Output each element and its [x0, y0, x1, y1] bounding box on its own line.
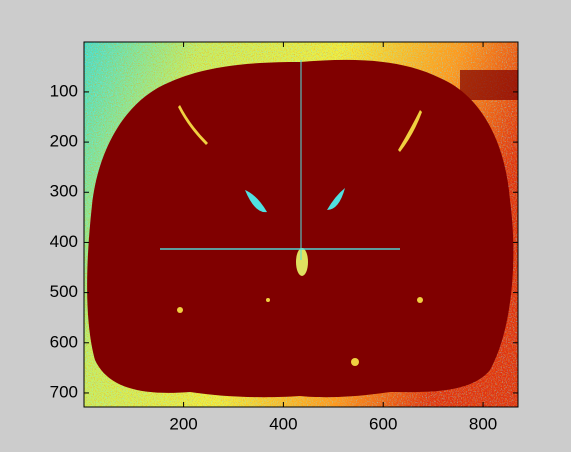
y-tick-label: 300	[50, 182, 78, 201]
x-tick-label: 600	[369, 414, 397, 433]
image	[84, 42, 518, 407]
y-tick-label: 700	[50, 382, 78, 401]
y-tick-label: 200	[50, 132, 78, 151]
y-tick-label: 500	[50, 282, 78, 301]
x-tick-label: 200	[169, 414, 197, 433]
y-tick-label: 400	[50, 232, 78, 251]
y-tick-label: 100	[50, 81, 78, 100]
x-tick-label: 800	[469, 414, 497, 433]
x-tick-label: 400	[269, 414, 297, 433]
axes-box	[83, 41, 519, 408]
y-tick-label: 600	[50, 332, 78, 351]
